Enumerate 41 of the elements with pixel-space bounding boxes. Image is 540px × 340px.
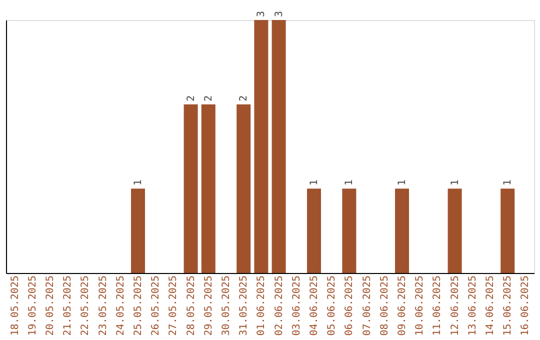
x-tick-label: 26.05.2025 (150, 276, 162, 336)
x-tick-label: 24.05.2025 (115, 276, 126, 336)
x-tick-label: 04.06.2025 (309, 276, 320, 336)
data-label: 3 (274, 10, 285, 17)
data-label: 1 (397, 180, 408, 186)
x-tick-label: 08.06.2025 (379, 276, 390, 336)
x-tick-label: 16.06.2025 (520, 276, 532, 336)
data-label: 1 (450, 180, 461, 186)
x-tick-label: 01.06.2025 (256, 276, 268, 336)
x-tick-label: 13.06.2025 (467, 276, 478, 336)
x-tick-label: 12.06.2025 (450, 276, 461, 336)
x-tick-label: 18.05.2025 (10, 276, 21, 336)
x-tick-label: 30.05.2025 (221, 276, 232, 336)
x-tick-label: 15.06.2025 (502, 276, 514, 336)
data-label: 1 (133, 180, 144, 186)
x-tick-label: 14.06.2025 (485, 276, 496, 336)
x-tick-label: 31.05.2025 (238, 276, 250, 336)
x-tick-label: 23.05.2025 (98, 276, 109, 336)
x-tick-label: 07.06.2025 (362, 276, 373, 336)
x-tick-label: 29.05.2025 (203, 276, 214, 336)
data-label: 3 (256, 10, 268, 17)
x-tick-label: 09.06.2025 (397, 276, 408, 336)
data-label: 1 (309, 180, 320, 186)
x-tick-label: 21.05.2025 (62, 276, 74, 336)
x-tick-label: 05.06.2025 (326, 276, 338, 336)
x-tick-label: 02.06.2025 (274, 276, 285, 336)
x-tick-label: 19.05.2025 (27, 276, 38, 336)
x-tick-label: 20.05.2025 (45, 276, 56, 336)
data-label: 1 (344, 180, 356, 186)
x-tick-label: 25.05.2025 (133, 276, 144, 336)
x-tick-label: 22.05.2025 (80, 276, 92, 336)
x-tick-label: 27.05.2025 (168, 276, 180, 336)
data-label: 1 (502, 180, 514, 186)
x-tick-label: 11.06.2025 (432, 276, 444, 336)
x-tick-label: 10.06.2025 (414, 276, 426, 336)
x-tick-label: 28.05.2025 (186, 276, 197, 336)
data-label: 2 (238, 95, 250, 102)
x-tick-label: 03.06.2025 (291, 276, 302, 336)
x-tick-label: 06.06.2025 (344, 276, 356, 336)
data-label: 2 (203, 95, 214, 102)
data-label: 2 (186, 95, 197, 102)
